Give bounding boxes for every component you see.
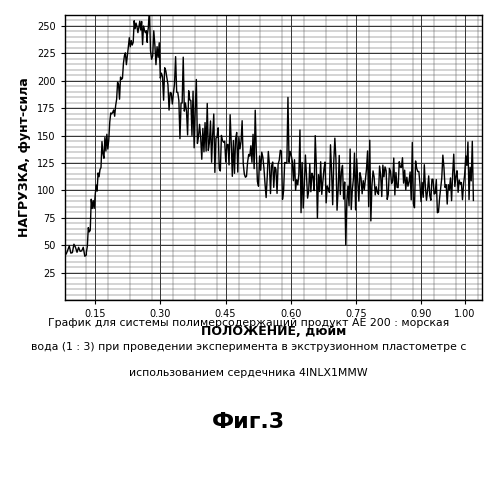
Text: вода (1 : 3) при проведении эксперимента в экструзионном пластометре с: вода (1 : 3) при проведении эксперимента… bbox=[31, 342, 466, 352]
Y-axis label: НАГРУЗКА, фунт-сила: НАГРУЗКА, фунт-сила bbox=[18, 78, 31, 237]
Text: Фиг.3: Фиг.3 bbox=[212, 412, 285, 432]
X-axis label: ПОЛОЖЕНИЕ, дюйм: ПОЛОЖЕНИЕ, дюйм bbox=[201, 324, 346, 338]
Text: График для системы полимерсодержащий продукт АЕ 200 : морская: График для системы полимерсодержащий про… bbox=[48, 318, 449, 328]
Text: использованием сердечника 4INLX1MMW: использованием сердечника 4INLX1MMW bbox=[129, 368, 368, 378]
